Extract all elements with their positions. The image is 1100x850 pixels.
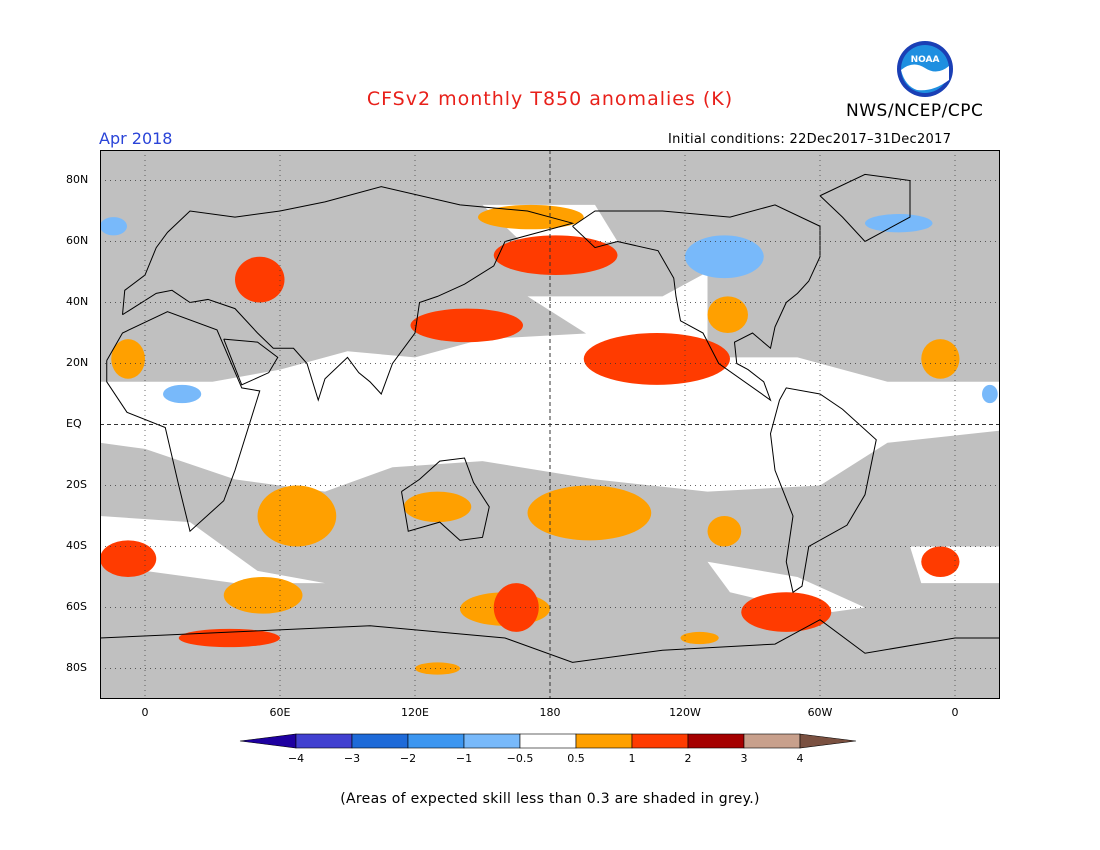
anomaly-patch (527, 485, 652, 541)
anomaly-patch (707, 296, 748, 333)
logo-gull (901, 64, 949, 91)
longitude-label: 120E (401, 706, 429, 719)
latitude-label: 40S (66, 538, 87, 552)
valid-month-label: Apr 2018 (99, 129, 173, 148)
latitude-label: 60S (66, 599, 87, 613)
anomaly-patch (100, 540, 157, 577)
skill-white-area (100, 516, 325, 584)
organization-label: NWS/NCEP/CPC (846, 101, 984, 121)
longitude-label: 0 (141, 706, 149, 719)
anomaly-patch (493, 583, 539, 632)
latitude-label: 20N (66, 355, 89, 369)
skill-white-area (527, 272, 708, 340)
longitude-label: 60E (269, 706, 291, 719)
coastline (819, 173, 911, 243)
coastline (106, 311, 261, 533)
latitude-label: 40N (66, 294, 89, 308)
anomaly-patch (493, 235, 618, 276)
skill-footnote: (Areas of expected skill less than 0.3 a… (340, 791, 760, 807)
anomaly-patch (100, 217, 127, 236)
anomaly-patch (921, 546, 960, 577)
chart-title: CFSv2 monthly T850 anomalies (K) (366, 88, 734, 110)
colorbar-bin (295, 733, 353, 749)
anomaly-patch (178, 628, 280, 648)
colorbar-bin (631, 733, 689, 749)
anomaly-patch (111, 339, 145, 379)
anomaly-patch (163, 384, 202, 404)
colorbar-label: 0.5 (567, 752, 585, 765)
longitude-label: 180 (539, 706, 561, 719)
longitude-label: 120W (669, 706, 701, 719)
colorbar-label: 1 (628, 752, 636, 765)
anomaly-patch (921, 339, 960, 379)
colorbar-bin (351, 733, 409, 749)
colorbar-bin (743, 733, 801, 749)
anomaly-patch (415, 662, 460, 675)
longitude-label: 0 (951, 706, 959, 719)
logo-text: NOAA (911, 55, 940, 65)
colorbar-label: −1 (455, 752, 473, 765)
colorbar-bin (407, 733, 465, 749)
colorbar-arrow-low (239, 733, 297, 749)
coastline (122, 186, 575, 402)
colorbar-label: 2 (684, 752, 692, 765)
anomaly-patch (235, 256, 285, 303)
colorbar-label: −3 (343, 752, 361, 765)
noaa-logo: NOAA (893, 40, 957, 102)
coastline (100, 619, 1000, 663)
anomaly-patch (403, 491, 472, 523)
anomaly-patch (410, 308, 523, 343)
anomaly-patch (583, 333, 730, 385)
coastline (401, 457, 490, 541)
anomaly-patch (223, 577, 303, 614)
colorbar-label: 3 (740, 752, 748, 765)
skill-white-area (707, 561, 865, 614)
colorbar-arrow-high (799, 733, 857, 749)
latitude-label: EQ (66, 416, 82, 430)
latitude-label: 20S (66, 477, 87, 491)
anomaly-patch (478, 204, 584, 230)
anomaly-patch (257, 485, 337, 547)
anomaly-patch (741, 592, 832, 632)
colorbar-bin (575, 733, 633, 749)
colorbar-bin (687, 733, 745, 749)
colorbar-label: −4 (287, 752, 305, 765)
anomaly-map (100, 150, 1000, 699)
anomaly-patch (685, 235, 764, 279)
coastline (572, 204, 821, 402)
latitude-label: 80N (66, 172, 89, 186)
initial-conditions-label: Initial conditions: 22Dec2017–31Dec2017 (668, 132, 952, 147)
anomaly-patch (680, 631, 719, 645)
colorbar-bin (463, 733, 521, 749)
colorbar-label: −0.5 (506, 752, 534, 765)
colorbar-bin (519, 733, 577, 749)
latitude-label: 60N (66, 233, 89, 247)
anomaly-patch (982, 384, 998, 404)
longitude-label: 60W (807, 706, 833, 719)
coastline (223, 338, 279, 386)
colorbar (239, 733, 857, 749)
colorbar-label: 4 (796, 752, 804, 765)
colorbar-label: −2 (399, 752, 417, 765)
latitude-label: 80S (66, 660, 87, 674)
graticule (100, 150, 1000, 699)
anomaly-patch (707, 516, 742, 547)
